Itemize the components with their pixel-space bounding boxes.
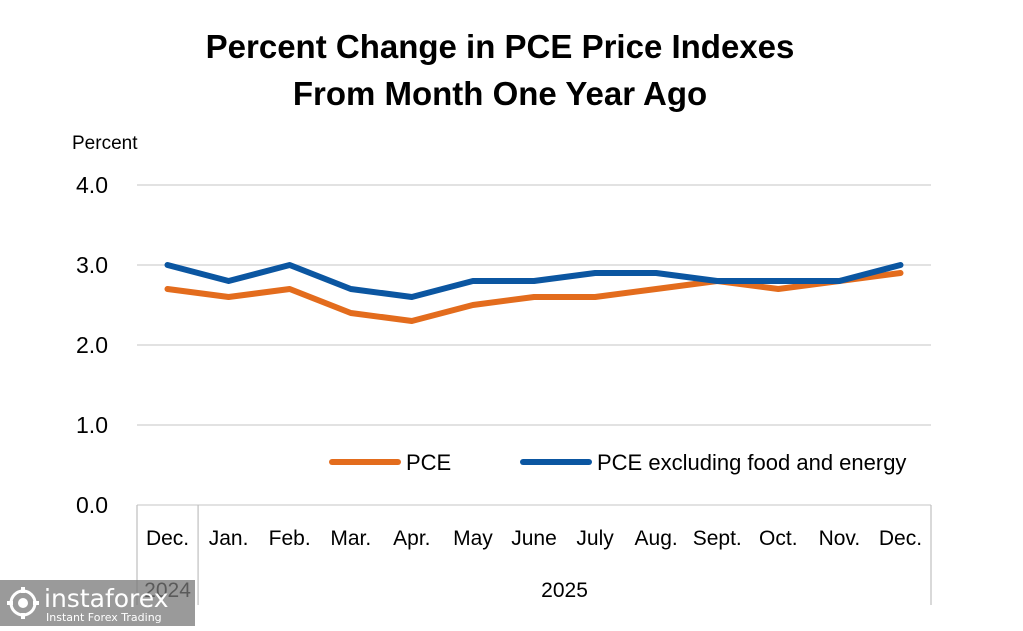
x-tick-label: Apr. [393,527,430,550]
watermark: instaforex Instant Forex Trading [0,580,195,626]
y-tick-label: 2.0 [76,332,108,358]
legend-label: PCE excluding food and energy [597,450,906,475]
x-tick-label: Mar. [330,527,371,550]
x-tick-label: Dec. [879,527,922,550]
x-tick-label: June [511,527,557,550]
chart-title-line-1: Percent Change in PCE Price Indexes [206,28,795,65]
x-tick-label: Oct. [759,527,798,550]
x-tick-label: July [576,527,614,550]
y-tick-label: 3.0 [76,252,108,278]
watermark-brand: instaforex [44,584,169,613]
y-axis-label: Percent [72,133,138,154]
x-tick-label: Sept. [693,527,742,550]
chart-title-line-2: From Month One Year Ago [293,75,707,112]
instaforex-logo-icon [7,587,39,619]
y-tick-label: 1.0 [76,412,108,438]
x-tick-label: Jan. [209,527,249,550]
x-tick-label: Nov. [819,527,861,550]
watermark-tagline: Instant Forex Trading [46,611,162,624]
x-tick-label: Feb. [269,527,311,550]
x-tick-label: May [453,527,493,550]
x-tick-label: Aug. [635,527,678,550]
y-tick-label: 4.0 [76,172,108,198]
y-tick-label: 0.0 [76,492,108,518]
legend-label: PCE [406,450,451,475]
year-label: 2025 [541,579,588,602]
x-tick-label: Dec. [146,527,189,550]
